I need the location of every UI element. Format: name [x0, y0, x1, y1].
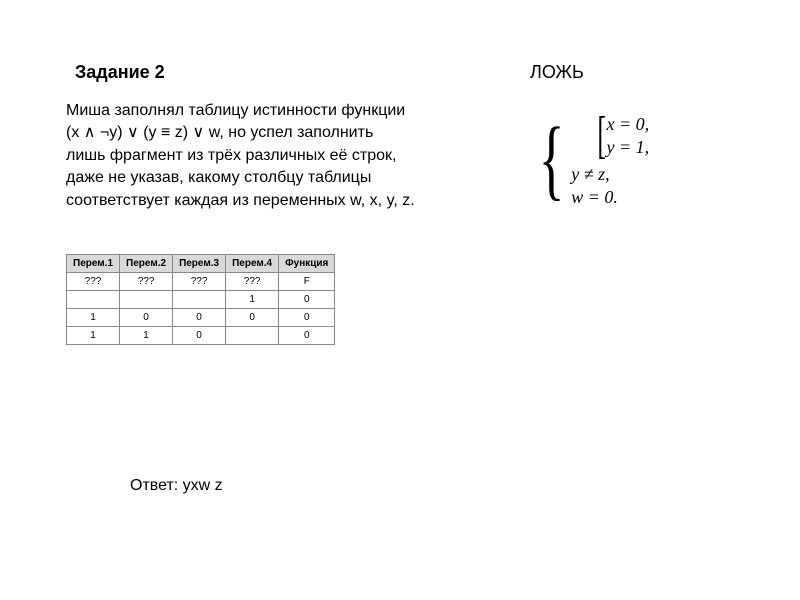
- table-cell: [120, 291, 173, 309]
- task-title: Задание 2: [75, 62, 165, 83]
- bracket-icon: [: [598, 110, 607, 162]
- brace-icon: {: [539, 115, 565, 205]
- table-header: Перем.2: [120, 255, 173, 273]
- table-cell: 0: [279, 309, 335, 327]
- table-header: Перем.1: [67, 255, 120, 273]
- table-header: Перем.4: [226, 255, 279, 273]
- table-cell: [226, 327, 279, 345]
- table-row: 1 0 0 0 0: [67, 309, 335, 327]
- table-header-row: Перем.1 Перем.2 Перем.3 Перем.4 Функция: [67, 255, 335, 273]
- table-cell: [173, 291, 226, 309]
- answer-text: Ответ: yxw z: [130, 475, 250, 497]
- math-row: y = 1,: [607, 137, 650, 158]
- table-cell: 1: [67, 309, 120, 327]
- math-row: x = 0,: [607, 114, 650, 135]
- table-cell: ???: [67, 273, 120, 291]
- table-header: Функция: [279, 255, 335, 273]
- table-cell: 0: [120, 309, 173, 327]
- table-cell: 0: [173, 327, 226, 345]
- table-header: Перем.3: [173, 255, 226, 273]
- math-row: y ≠ z,: [571, 164, 649, 185]
- truth-table: Перем.1 Перем.2 Перем.3 Перем.4 Функция …: [66, 254, 335, 345]
- table-cell: 0: [226, 309, 279, 327]
- math-row: w = 0.: [571, 187, 649, 208]
- table-row: 1 1 0 0: [67, 327, 335, 345]
- table-cell: 1: [226, 291, 279, 309]
- table-cell: 1: [67, 327, 120, 345]
- table-cell: F: [279, 273, 335, 291]
- table-cell: ???: [120, 273, 173, 291]
- table-cell: ???: [173, 273, 226, 291]
- table-cell: [67, 291, 120, 309]
- table-cell: 0: [279, 327, 335, 345]
- table-row: ??? ??? ??? ??? F: [67, 273, 335, 291]
- table-cell: 1: [120, 327, 173, 345]
- table-cell: 0: [173, 309, 226, 327]
- task-description: Миша заполнял таблицу истинности функции…: [66, 100, 416, 212]
- table-row: 1 0: [67, 291, 335, 309]
- table-cell: ???: [226, 273, 279, 291]
- false-label: ЛОЖЬ: [530, 62, 584, 83]
- math-conditions: { [ x = 0, y = 1, y ≠ z, w = 0.: [530, 110, 649, 210]
- table-cell: 0: [279, 291, 335, 309]
